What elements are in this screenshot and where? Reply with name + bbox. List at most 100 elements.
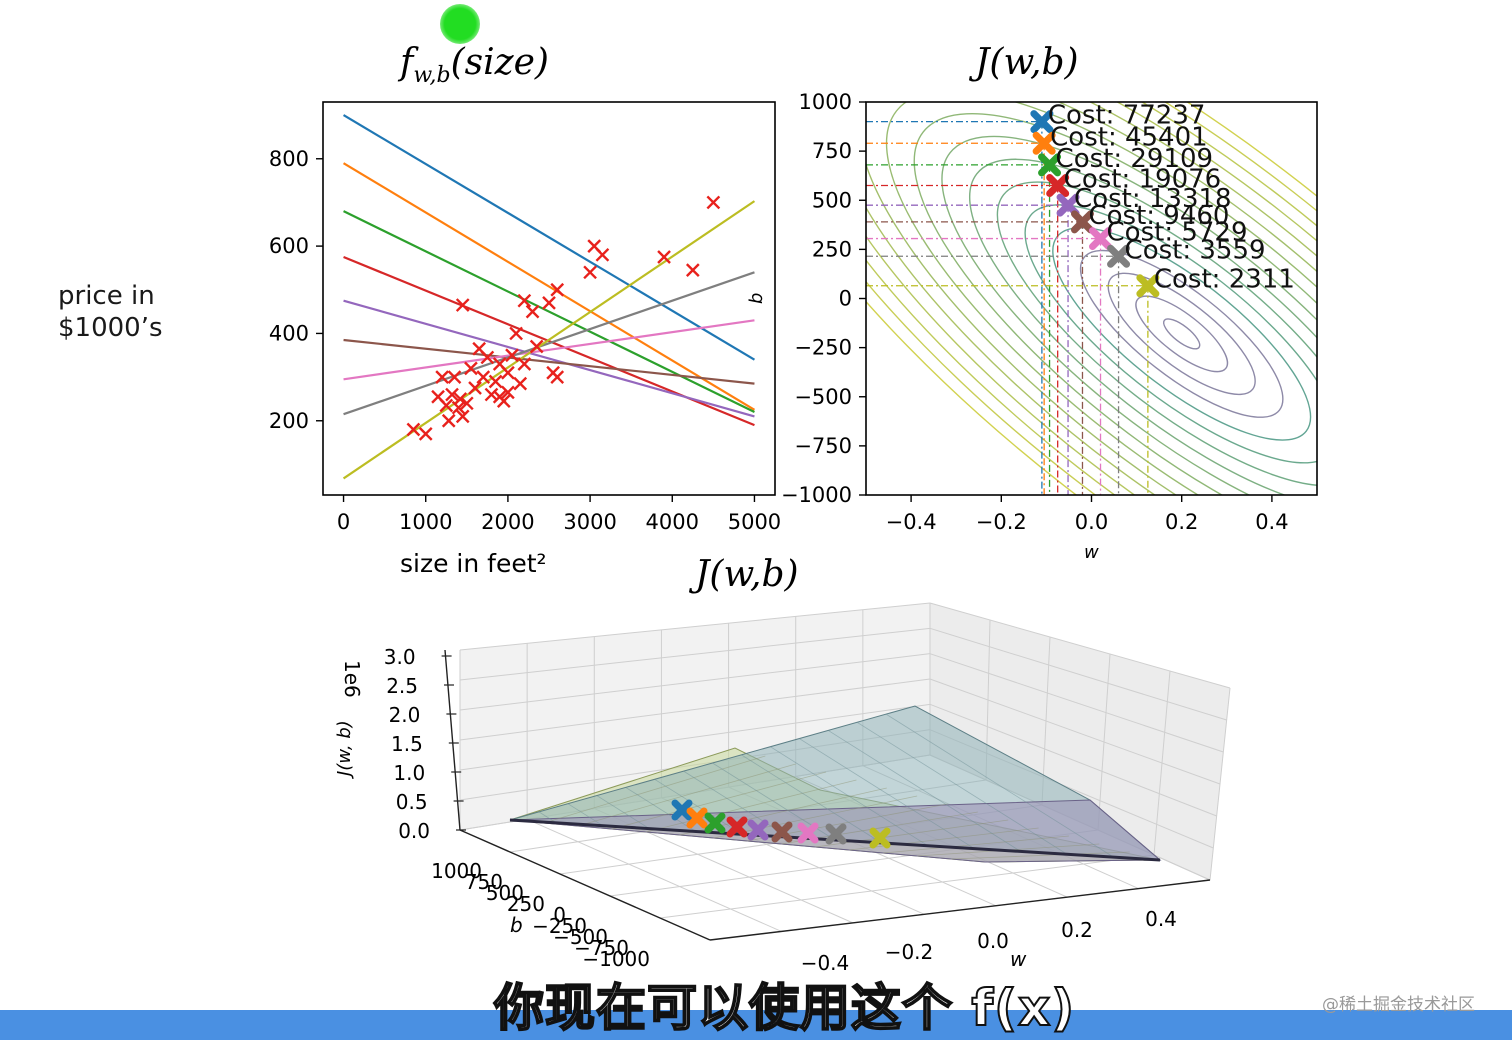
contour-level xyxy=(1024,204,1317,464)
fit-ylabel-line2: $1000’s xyxy=(58,313,163,343)
surface-btick-label: −250 xyxy=(532,914,587,938)
fit-xtick-label: 5000 xyxy=(728,510,781,534)
contour-path-marker-7 xyxy=(1107,244,1131,268)
contour-path-marker-4 xyxy=(1056,193,1080,217)
fit-ytick-label: 200 xyxy=(269,409,309,433)
surface-grid-line xyxy=(929,678,1221,785)
contour-cost-label: Cost: 45401 xyxy=(1050,122,1208,152)
surface-w-axis xyxy=(709,879,1211,941)
cursor-indicator xyxy=(440,4,480,44)
data-point-30 xyxy=(525,304,540,319)
surface-mesh-line xyxy=(741,754,882,844)
contour-path-marker-0 xyxy=(1030,110,1054,134)
watermark: @稀土掘金技术社区 xyxy=(1322,995,1475,1015)
data-point-4 xyxy=(439,398,454,413)
contour-ytick-label: 1000 xyxy=(799,90,852,114)
surface-ztick-label: 0.0 xyxy=(398,819,430,843)
surface-grid-line xyxy=(929,703,1217,817)
data-point-22 xyxy=(496,394,511,408)
surface-grid-line xyxy=(929,602,1231,689)
surface-ztick-label: 1.0 xyxy=(393,761,425,785)
contour-cost-label: Cost: 9460 xyxy=(1088,201,1229,231)
data-point-39 xyxy=(657,250,671,264)
data-point-26 xyxy=(509,326,523,341)
data-point-10 xyxy=(455,409,470,424)
surface-chart: J(w,b) 0.00.51.01.52.02.53.0−0.4 −0.2 0.0 0… xyxy=(334,554,1231,975)
marker-stroke xyxy=(671,799,693,821)
contour-path-marker-8 xyxy=(1136,274,1160,298)
video-subtitle: 你现在可以使用这个 f(x) xyxy=(493,978,1076,1038)
data-point-stroke xyxy=(476,370,491,384)
surface-markers xyxy=(671,799,891,849)
surface-grid-line xyxy=(459,602,931,651)
data-point-13 xyxy=(464,361,478,376)
contour-cost-label: Cost: 2311 xyxy=(1154,265,1295,295)
contour-cost-label: Cost: 13318 xyxy=(1074,184,1232,214)
surface-path-marker-5 xyxy=(771,821,793,843)
contour-xtick-label: 0.0 xyxy=(1075,510,1108,534)
contour-cost-label: Cost: 29109 xyxy=(1056,144,1214,174)
fit-line-2 xyxy=(343,210,755,414)
data-point-6 xyxy=(445,387,459,402)
fit-ytick-label: 400 xyxy=(269,321,309,345)
fit-line-1 xyxy=(342,162,756,411)
surface-mesh-line xyxy=(567,803,604,827)
contour-ytick-label: −250 xyxy=(794,336,852,360)
surface-btick-label: 750 xyxy=(465,870,503,894)
data-point-stroke xyxy=(447,370,462,384)
data-point-stroke xyxy=(455,409,470,424)
contour-cost-label: Cost: 77237 xyxy=(1048,101,1206,131)
data-point-stroke xyxy=(706,195,721,210)
contour-level xyxy=(866,102,1317,495)
data-point-18 xyxy=(484,387,499,402)
data-point-1 xyxy=(418,427,433,441)
contour-level xyxy=(968,158,1317,495)
contour-ylabel: b xyxy=(746,293,767,304)
marker-stroke xyxy=(1089,227,1113,251)
fit-xtick-label: 1000 xyxy=(399,510,452,534)
marker-stroke xyxy=(1030,110,1054,134)
data-point-23 xyxy=(501,385,515,400)
fit-chart: fw,b(size) 0 1000 2000 3000 4000 5000 200 400 6… xyxy=(269,42,781,578)
data-point-stroke xyxy=(595,247,610,262)
contour-path-marker-2 xyxy=(1038,153,1062,177)
surface-btick-label: −500 xyxy=(553,925,608,949)
contour-xlabel: w xyxy=(1084,542,1099,563)
data-point-stroke xyxy=(431,389,445,404)
data-point-11 xyxy=(455,298,470,312)
data-point-29 xyxy=(517,293,532,308)
surface-grid-line xyxy=(1097,653,1111,831)
data-point-stroke xyxy=(480,350,495,365)
surface-mesh-line xyxy=(799,738,975,849)
contour-ytick-label: −1000 xyxy=(781,483,852,507)
fit-line-6 xyxy=(343,319,755,381)
contour-level xyxy=(885,102,1317,495)
data-point-31 xyxy=(529,339,544,354)
data-point-19 xyxy=(488,374,503,389)
marker-stroke xyxy=(686,807,708,829)
contour-xtick-label: 0.4 xyxy=(1255,510,1288,534)
contour-level xyxy=(913,112,1317,495)
fit-xtick-label: 0 xyxy=(337,510,350,534)
contour-path-marker-3 xyxy=(1046,174,1070,198)
fit-yticks: 200 400 600 800 xyxy=(269,147,323,433)
data-point-28 xyxy=(517,357,532,371)
fit-xtick-label: 2000 xyxy=(481,510,534,534)
surface-btick-label: 0 xyxy=(553,903,566,927)
contour-levels xyxy=(866,102,1317,495)
surface-btick-label: 500 xyxy=(486,881,524,905)
contour-markers xyxy=(1030,110,1160,298)
surface-mesh-line xyxy=(885,713,1114,858)
contour-xtick-label: 0.2 xyxy=(1165,510,1198,534)
surface-mesh-line xyxy=(654,778,743,835)
contour-cost-label: Cost: 19076 xyxy=(1064,165,1222,195)
surface-grid-line xyxy=(459,627,931,681)
data-point-0 xyxy=(406,422,421,437)
contour-xtick-label: −0.4 xyxy=(886,510,937,534)
data-point-25 xyxy=(505,348,519,363)
fit-line-0 xyxy=(342,114,756,361)
surface-mesh-line xyxy=(951,851,1130,860)
surface-btick-label: 250 xyxy=(507,892,545,916)
fit-line-8 xyxy=(342,200,756,480)
